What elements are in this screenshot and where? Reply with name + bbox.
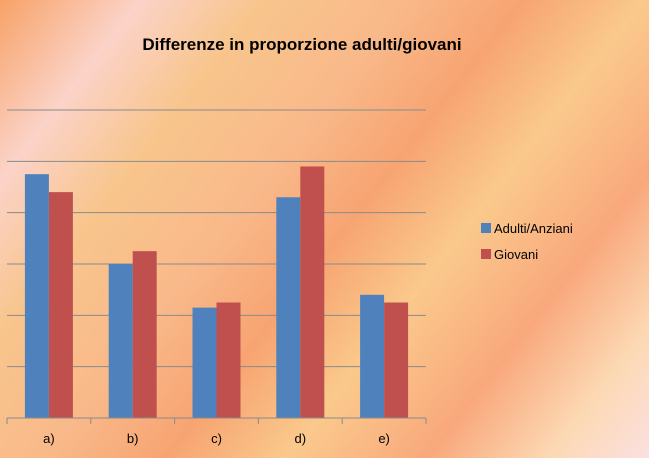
x-axis xyxy=(6,417,427,424)
gridlines xyxy=(7,109,426,368)
bar-adulti-anziani-4 xyxy=(276,197,301,418)
bar-adulti-anziani-1 xyxy=(24,174,49,418)
x-tick-label: a) xyxy=(43,431,55,446)
bar-giovani-5 xyxy=(384,302,409,418)
bar-giovani-3 xyxy=(216,302,241,418)
legend-label: Giovani xyxy=(494,247,538,262)
bars xyxy=(24,166,409,418)
bar-giovani-1 xyxy=(48,192,73,418)
x-tick-label: c) xyxy=(211,431,222,446)
bar-adulti-anziani-3 xyxy=(192,307,217,418)
bar-giovani-2 xyxy=(132,251,157,418)
chart-title: Differenze in proporzione adulti/giovani xyxy=(142,35,461,54)
x-tick-labels: a) b) c) d) e) xyxy=(43,431,390,446)
bar-adulti-anziani-5 xyxy=(360,294,385,418)
legend-label: Adulti/Anziani xyxy=(494,221,573,236)
x-tick-label: b) xyxy=(127,431,139,446)
x-tick-label: d) xyxy=(295,431,307,446)
bar-adulti-anziani-2 xyxy=(108,264,133,418)
x-tick-label: e) xyxy=(378,431,390,446)
legend-swatch xyxy=(481,223,491,233)
bar-giovani-4 xyxy=(300,166,325,418)
legend: Adulti/Anziani Giovani xyxy=(481,221,573,262)
legend-swatch xyxy=(481,249,491,259)
